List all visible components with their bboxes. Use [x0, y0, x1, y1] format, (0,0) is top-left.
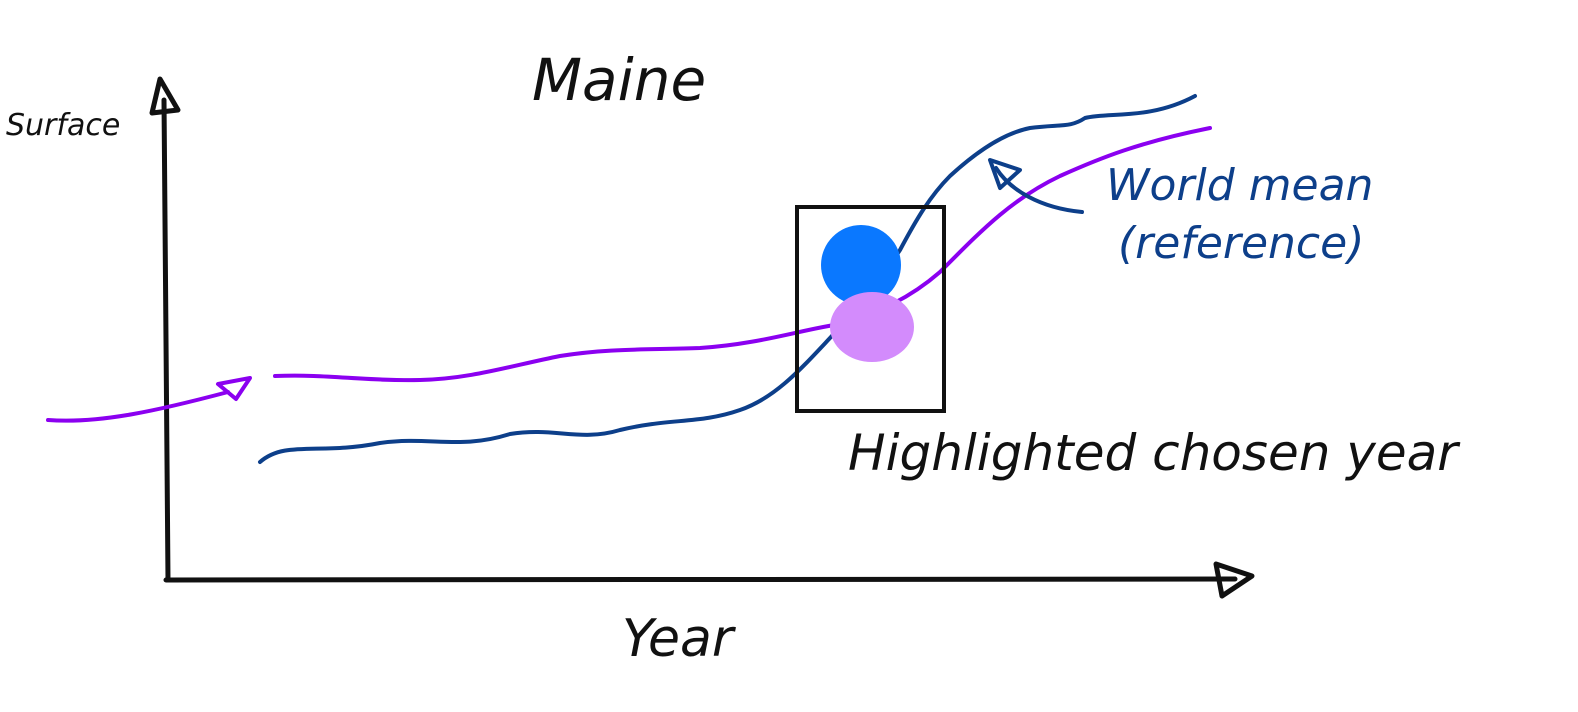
- state-series: [46, 126, 1212, 423]
- reference-label-line2: (reference): [1118, 218, 1364, 269]
- y-axis-line: [161, 97, 171, 583]
- reference-pointer-arrow: [994, 166, 1084, 214]
- reference-pointer-arrowhead: [988, 158, 1022, 190]
- state-series-lead-in: [46, 390, 230, 423]
- highlight-box: [795, 205, 946, 413]
- state-series-line: [273, 126, 1212, 383]
- x-axis-label: Year: [622, 609, 737, 669]
- x-axis-arrowhead: [1213, 561, 1255, 599]
- y-axis-arrowhead: [149, 76, 181, 116]
- state-point-marker: [830, 292, 914, 362]
- x-axis: [163, 561, 1255, 599]
- world-mean-series-line: [258, 94, 1197, 464]
- y-axis: [149, 76, 181, 583]
- state-series-lead-in-arrowhead: [216, 376, 252, 401]
- y-axis-label: Surface: [6, 108, 120, 143]
- world-mean-point-marker: [821, 225, 901, 305]
- reference-label-line1: World mean: [1106, 160, 1373, 211]
- chart-title: Maine: [532, 46, 706, 114]
- highlight-label: Highlighted chosen year: [848, 424, 1461, 482]
- x-axis-line: [163, 576, 1238, 583]
